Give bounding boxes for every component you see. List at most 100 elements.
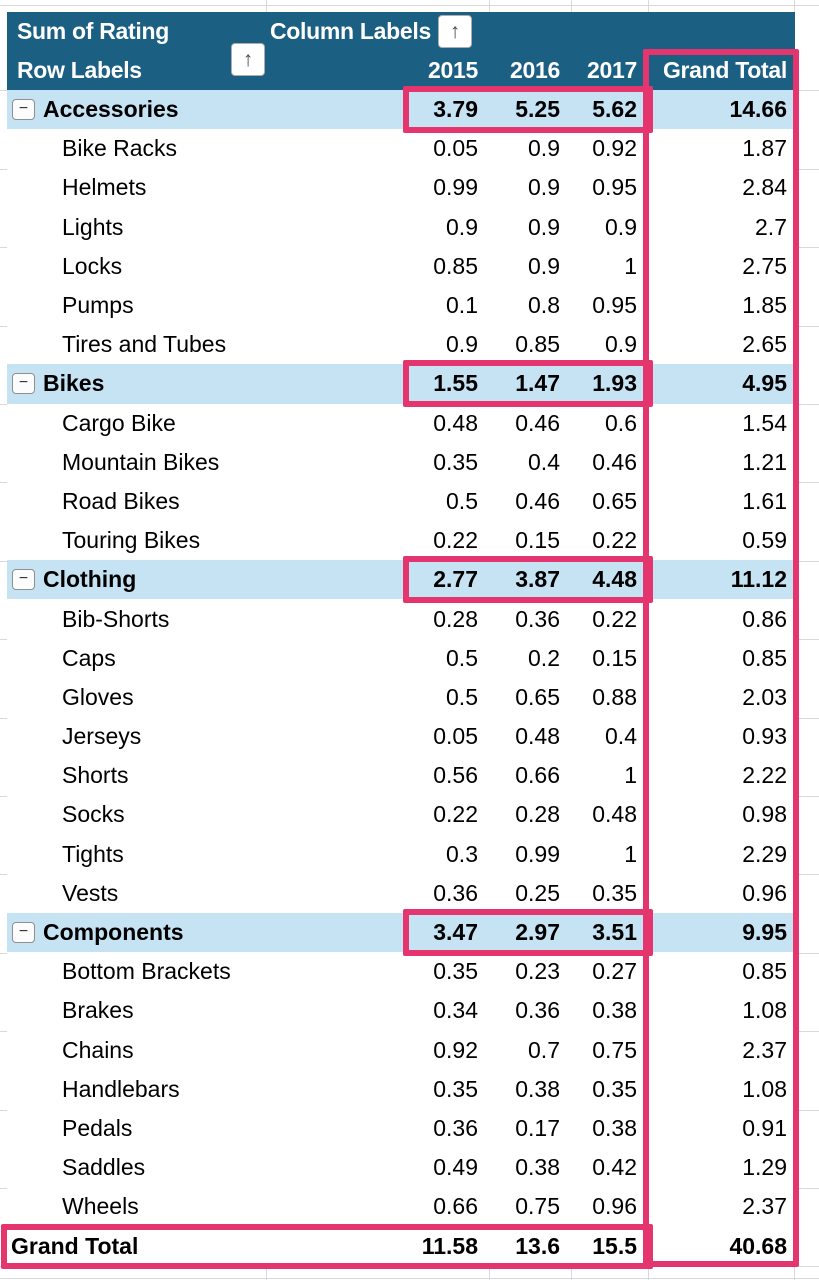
pivot-item-row: Gloves 0.5 0.65 0.88 2.03: [7, 677, 795, 717]
value-2017: 0.35: [592, 1075, 637, 1102]
row-label-cell: Grand Total: [7, 1233, 267, 1260]
column-labels-cell: Column Labels ↑: [270, 12, 472, 51]
category-label: Clothing: [43, 566, 137, 593]
value-2016: 0.28: [515, 801, 560, 828]
pivot-item-row: Touring Bikes 0.22 0.15 0.22 0.59: [7, 521, 795, 561]
value-2017: 1: [624, 252, 637, 279]
value-2015: 0.35: [433, 958, 478, 985]
value-2016: 0.23: [515, 958, 560, 985]
value-2015: 0.35: [433, 1075, 478, 1102]
value-2016: 0.38: [515, 1154, 560, 1181]
pivot-item-row: Caps 0.5 0.2 0.15 0.85: [7, 638, 795, 678]
item-label: Tights: [62, 840, 124, 867]
pivot-grand-row: Grand Total 11.58 13.6 15.5 40.68: [7, 1226, 795, 1266]
row-labels-cell: Row Labels ↑: [7, 43, 267, 84]
value-grand-total: 0.59: [742, 527, 787, 554]
value-2015: 3.79: [433, 96, 478, 123]
value-2017: 1.93: [592, 370, 637, 397]
pivot-cat-row: − Components 3.47 2.97 3.51 9.95: [7, 912, 795, 953]
value-2017: 0.38: [592, 1114, 637, 1141]
value-2016: 2.97: [515, 919, 560, 946]
item-label: Gloves: [62, 683, 134, 710]
value-2017: 0.22: [592, 527, 637, 554]
column-header-2015: 2015: [428, 57, 478, 83]
value-2016: 0.9: [528, 135, 560, 162]
item-label: Handlebars: [62, 1075, 180, 1102]
item-label: Locks: [62, 252, 123, 279]
row-labels-sort-button[interactable]: ↑: [231, 43, 265, 76]
collapse-button[interactable]: −: [12, 922, 35, 944]
value-2015: 0.49: [433, 1154, 478, 1181]
value-2016: 0.9: [528, 252, 560, 279]
row-label-cell: Lights: [7, 214, 267, 241]
value-grand-total: 1.08: [742, 1075, 787, 1102]
value-2015: 0.28: [433, 605, 478, 632]
value-2015: 0.1: [446, 292, 478, 319]
item-label: Bib-Shorts: [62, 605, 170, 632]
gridline: [0, 5, 819, 6]
pivot-item-row: Bib-Shorts 0.28 0.36 0.22 0.86: [7, 599, 795, 639]
pivot-title: Sum of Rating: [17, 18, 169, 44]
value-2015: 0.5: [446, 683, 478, 710]
value-2016: 0.9: [528, 174, 560, 201]
value-2015: 0.92: [433, 1036, 478, 1063]
value-2015: 1.55: [433, 370, 478, 397]
value-grand-total: 2.29: [742, 840, 787, 867]
row-label-cell: Bib-Shorts: [7, 606, 267, 633]
row-label-cell: Bike Racks: [7, 135, 267, 162]
pivot-cat-row: − Accessories 3.79 5.25 5.62 14.66: [7, 90, 795, 130]
value-2017: 0.27: [592, 958, 637, 985]
value-2016: 0.8: [528, 292, 560, 319]
row-label-cell: Vests: [7, 880, 267, 907]
value-2016: 0.46: [515, 487, 560, 514]
column-labels-sort-button[interactable]: ↑: [437, 15, 472, 48]
value-2016: 0.48: [515, 723, 560, 750]
pivot-item-row: Wheels 0.66 0.75 0.96 2.37: [7, 1187, 795, 1227]
pivot-item-row: Pedals 0.36 0.17 0.38 0.91: [7, 1108, 795, 1149]
column-header-grand-total: Grand Total: [662, 57, 787, 83]
item-label: Socks: [62, 801, 125, 828]
pivot-cat-row: − Clothing 2.77 3.87 4.48 11.12: [7, 560, 795, 600]
row-label-cell: Caps: [7, 645, 267, 672]
collapse-button[interactable]: −: [12, 99, 35, 121]
row-label-cell: Mountain Bikes: [7, 449, 267, 476]
collapse-button[interactable]: −: [12, 373, 35, 395]
value-2016: 0.99: [515, 840, 560, 867]
value-2017: 0.96: [592, 1193, 637, 1220]
value-2016: 0.36: [515, 605, 560, 632]
category-label: Components: [43, 919, 184, 946]
value-grand-total: 0.93: [742, 723, 787, 750]
value-2016: 0.7: [528, 1036, 560, 1063]
row-label-cell: Chains: [7, 1037, 267, 1064]
value-2016: 0.36: [515, 997, 560, 1024]
pivot-item-row: Helmets 0.99 0.9 0.95 2.84: [7, 168, 795, 208]
value-2015: 0.5: [446, 487, 478, 514]
minus-icon: −: [18, 373, 29, 391]
item-label: Caps: [62, 644, 116, 671]
minus-icon: −: [18, 99, 29, 117]
value-2015: 0.36: [433, 1114, 478, 1141]
collapse-button[interactable]: −: [12, 569, 35, 591]
value-2016: 0.66: [515, 762, 560, 789]
pivot-item-row: Jerseys 0.05 0.48 0.4 0.93: [7, 717, 795, 757]
value-grand-total: 1.61: [742, 487, 787, 514]
value-grand-total: 2.7: [755, 213, 787, 240]
item-label: Road Bikes: [62, 487, 180, 514]
row-label-cell: Pumps: [7, 292, 267, 319]
value-grand-total: 2.65: [742, 331, 787, 358]
row-label-cell: Road Bikes: [7, 488, 267, 515]
value-2017: 0.42: [592, 1154, 637, 1181]
sort-ascending-icon: ↑: [242, 48, 254, 71]
value-2016: 0.9: [528, 213, 560, 240]
value-2017: 4.48: [592, 566, 637, 593]
value-grand-total: 2.22: [742, 762, 787, 789]
value-2017: 0.6: [605, 409, 637, 436]
item-label: Lights: [62, 213, 124, 240]
value-grand-total: 2.37: [742, 1193, 787, 1220]
item-label: Tires and Tubes: [62, 331, 227, 358]
item-label: Cargo Bike: [62, 409, 176, 436]
row-label-cell: Cargo Bike: [7, 410, 267, 437]
pivot-item-row: Cargo Bike 0.48 0.46 0.6 1.54: [7, 403, 795, 443]
value-grand-total: 11.12: [730, 566, 787, 593]
value-2017: 0.9: [605, 331, 637, 358]
